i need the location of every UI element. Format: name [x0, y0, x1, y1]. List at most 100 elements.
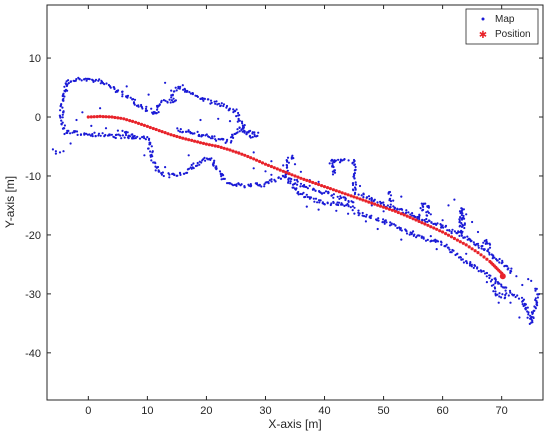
map-point	[116, 129, 119, 132]
map-point	[531, 319, 534, 322]
map-point	[419, 207, 422, 210]
map-point	[215, 139, 218, 142]
map-point	[396, 226, 399, 230]
map-point	[354, 188, 357, 191]
map-point	[427, 219, 431, 222]
position-point	[452, 236, 456, 241]
map-point	[247, 130, 250, 133]
map-point	[400, 195, 403, 198]
map-point	[299, 182, 303, 185]
map-point	[75, 130, 79, 133]
map-point	[460, 258, 463, 261]
position-point	[172, 134, 176, 138]
map-point	[526, 310, 529, 313]
map-point	[209, 158, 212, 161]
position-point	[340, 191, 344, 195]
map-point	[170, 96, 173, 99]
position-point	[296, 175, 300, 179]
map-point	[199, 97, 202, 100]
map-point	[201, 97, 204, 100]
map-point	[485, 281, 488, 284]
position-point	[160, 130, 164, 134]
map-point	[357, 214, 360, 217]
map-point	[429, 235, 432, 238]
map-point	[370, 196, 373, 200]
map-point	[489, 280, 492, 283]
map-point	[231, 134, 234, 137]
map-point	[321, 192, 324, 195]
map-point	[522, 298, 526, 301]
position-point	[148, 125, 152, 130]
map-point	[409, 213, 412, 216]
position-point	[134, 120, 138, 124]
map-point	[296, 180, 299, 183]
map-point	[442, 226, 445, 229]
map-point	[501, 293, 504, 296]
map-point	[99, 107, 102, 110]
map-point	[368, 197, 371, 201]
map-point	[121, 90, 124, 93]
x-tick-label: 10	[141, 405, 153, 417]
map-point	[209, 137, 213, 140]
map-point	[243, 124, 246, 127]
map-point	[531, 321, 534, 324]
map-point	[121, 95, 124, 98]
position-point	[331, 188, 335, 192]
map-point	[51, 148, 55, 151]
position-point	[485, 257, 489, 261]
map-point	[466, 235, 469, 238]
map-point	[101, 132, 104, 135]
map-point	[505, 292, 508, 295]
map-point	[351, 209, 354, 212]
map-point	[491, 257, 494, 260]
map-point	[173, 90, 176, 93]
map-point	[338, 197, 341, 200]
map-point	[238, 130, 241, 133]
position-point	[204, 142, 208, 146]
map-point	[108, 133, 111, 136]
map-point	[381, 221, 384, 224]
map-point	[255, 135, 258, 138]
map-point	[222, 177, 225, 180]
map-point	[426, 214, 429, 217]
map-point	[337, 201, 341, 204]
map-point	[352, 161, 355, 164]
map-point	[390, 222, 393, 225]
map-point	[436, 222, 439, 225]
map-point	[379, 202, 382, 205]
map-point	[317, 180, 320, 183]
map-point	[413, 233, 416, 236]
map-point	[487, 248, 490, 251]
map-point	[500, 285, 503, 288]
position-point	[125, 118, 129, 122]
map-point	[114, 133, 117, 137]
map-point	[217, 102, 221, 105]
map-point	[448, 248, 451, 251]
map-point	[227, 109, 230, 112]
position-point	[139, 122, 144, 126]
map-point	[179, 130, 182, 133]
map-point	[299, 192, 302, 196]
map-points	[51, 76, 541, 325]
map-point	[83, 132, 86, 135]
map-point	[513, 293, 516, 296]
map-point	[178, 87, 181, 90]
map-point	[168, 98, 171, 101]
map-point	[287, 177, 290, 180]
map-point	[354, 165, 357, 169]
map-point	[463, 223, 466, 226]
map-point	[179, 128, 182, 131]
map-point	[377, 217, 380, 220]
map-point	[453, 198, 456, 201]
y-tick-label: -10	[25, 171, 41, 183]
map-point	[529, 314, 532, 317]
map-point	[285, 166, 288, 169]
map-point	[450, 232, 453, 235]
map-point	[494, 290, 497, 293]
map-point	[452, 249, 455, 252]
map-point	[400, 229, 403, 232]
position-point	[234, 150, 238, 154]
map-point	[292, 186, 295, 189]
map-point	[97, 132, 101, 135]
map-point	[361, 211, 364, 215]
